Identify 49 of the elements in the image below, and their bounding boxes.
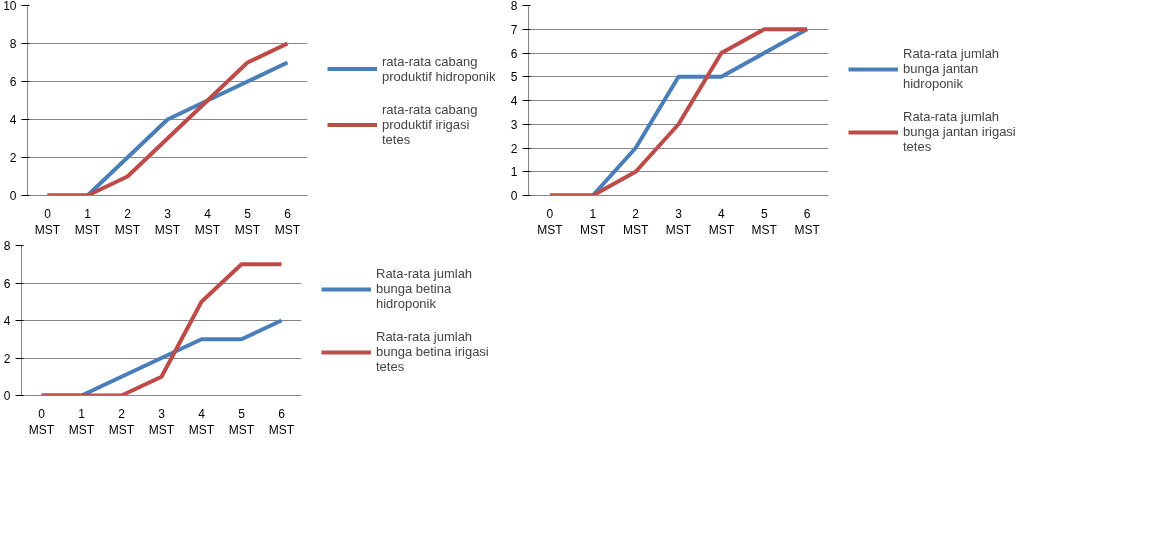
x-tick-label: 5 MST [751, 206, 778, 238]
x-tick-label: 6 MST [274, 206, 301, 238]
legend-label: rata-rata cabang produktif irigasi tetes [382, 101, 478, 147]
x-tick-label: 2 MST [114, 206, 141, 238]
y-tick-label: 2 [510, 141, 518, 156]
x-tick-label: 3 MST [154, 206, 181, 238]
x-tick-label: 2 MST [622, 206, 649, 238]
y-tick-label: 0 [9, 189, 17, 203]
y-tick-label: 8 [3, 239, 11, 253]
legend-label: Rata-rata jumlah bunga jantan irigasi tetes [903, 109, 1016, 154]
y-tick-label: 6 [9, 75, 17, 89]
y-tick-label: 6 [3, 276, 11, 291]
legend-label: Rata-rata jumlah bunga jantan hidroponik [903, 46, 1000, 91]
x-tick-label: 5 MST [228, 406, 255, 438]
y-tick-label: 4 [510, 94, 518, 108]
y-tick-label: 1 [510, 165, 518, 180]
x-tick-label: 4 MST [188, 406, 215, 438]
y-tick-label: 5 [510, 70, 518, 85]
legend-label: rata-rata cabang produktif hidroponik [382, 53, 496, 84]
x-tick-label: 1 MST [74, 206, 101, 238]
y-tick-label: 2 [3, 351, 11, 366]
y-tick-label: 0 [3, 389, 11, 403]
y-tick-label: 6 [510, 46, 518, 61]
x-tick-label: 3 MST [148, 406, 175, 438]
x-tick-label: 3 MST [665, 206, 692, 238]
y-tick-label: 0 [510, 189, 518, 203]
x-tick-label: 0 MST [28, 406, 55, 438]
legend-label: Rata-rata jumlah bunga betina irigasi tetes [376, 329, 489, 374]
y-tick-label: 3 [510, 117, 518, 132]
y-tick-label: 2 [9, 151, 17, 165]
line-series [547, 27, 810, 196]
x-tick-label: 2 MST [108, 406, 135, 438]
x-tick-label: 0 MST [537, 206, 564, 238]
x-tick-label: 6 MST [794, 206, 821, 238]
x-tick-label: 4 MST [708, 206, 735, 238]
x-tick-label: 5 MST [234, 206, 261, 238]
x-tick-label: 6 MST [268, 406, 295, 438]
y-tick-label: 4 [9, 113, 17, 127]
line-series [39, 262, 284, 396]
y-tick-label: 10 [3, 0, 17, 13]
x-tick-label: 0 MST [34, 206, 61, 238]
y-tick-label: 8 [510, 0, 518, 13]
legend-label: Rata-rata jumlah bunga betina hidroponik [376, 266, 473, 311]
y-tick-label: 4 [3, 314, 11, 328]
y-tick-label: 7 [510, 22, 518, 37]
y-tick-label: 8 [9, 37, 17, 51]
x-tick-label: 4 MST [194, 206, 221, 238]
x-tick-label: 1 MST [68, 406, 95, 438]
x-tick-label: 1 MST [580, 206, 607, 238]
